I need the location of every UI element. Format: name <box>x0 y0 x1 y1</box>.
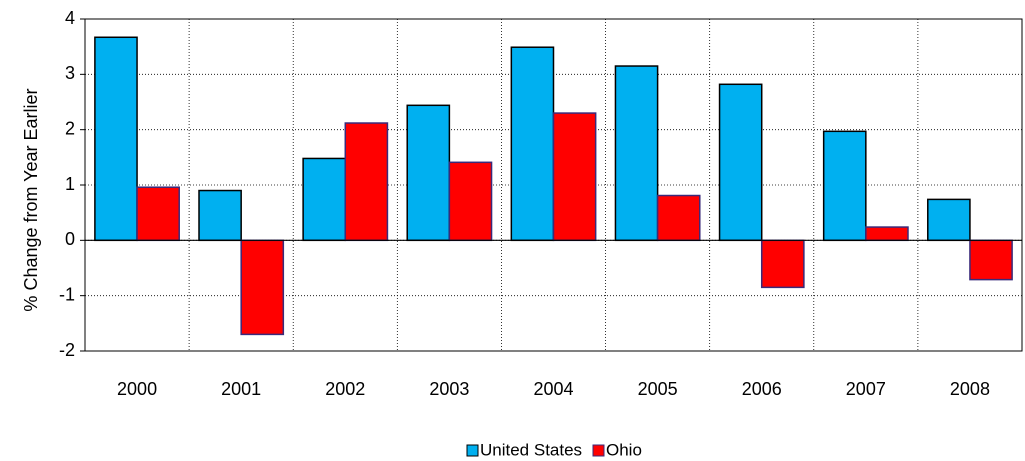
x-tick-label: 2003 <box>429 379 469 399</box>
x-tick-label: 2000 <box>117 379 157 399</box>
legend-label: Ohio <box>606 440 642 459</box>
bar <box>406 104 451 242</box>
x-tick-label: 2008 <box>950 379 990 399</box>
legend-label: United States <box>480 440 582 459</box>
legend-swatch <box>592 444 605 457</box>
y-tick-label: -2 <box>59 340 75 360</box>
x-tick-label: 2005 <box>638 379 678 399</box>
y-tick-label: 3 <box>65 63 75 83</box>
y-tick-label: 4 <box>65 8 75 28</box>
x-tick-label: 2002 <box>325 379 365 399</box>
bar <box>718 83 763 242</box>
bar <box>344 122 389 242</box>
y-tick-label: -1 <box>59 284 75 304</box>
bar <box>656 194 701 242</box>
bar <box>760 239 805 289</box>
bar <box>969 239 1013 281</box>
legend-swatch <box>466 444 479 457</box>
y-tick-label: 0 <box>65 229 75 249</box>
bar <box>240 239 285 336</box>
bar <box>94 36 138 242</box>
bar <box>302 157 347 242</box>
y-tick-label: 2 <box>65 118 75 138</box>
bar <box>822 130 867 242</box>
bar <box>448 161 493 242</box>
x-tick-label: 2007 <box>846 379 886 399</box>
y-tick-label: 1 <box>65 174 75 194</box>
x-tick-label: 2006 <box>742 379 782 399</box>
bar <box>136 186 180 242</box>
bar <box>927 198 971 242</box>
y-axis-label: % Change from Year Earlier <box>21 88 41 311</box>
bar <box>552 112 597 242</box>
x-tick-label: 2001 <box>221 379 261 399</box>
bar <box>865 226 909 242</box>
bar <box>614 65 659 242</box>
bar <box>198 189 242 242</box>
bar <box>510 46 555 242</box>
x-tick-label: 2004 <box>533 379 573 399</box>
